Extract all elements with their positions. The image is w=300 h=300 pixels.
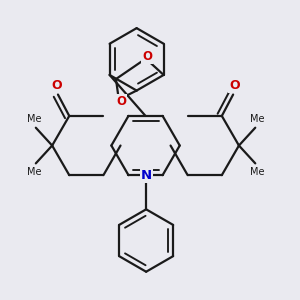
Text: Me: Me bbox=[27, 167, 42, 177]
Text: N: N bbox=[141, 169, 152, 182]
Text: Me: Me bbox=[250, 114, 264, 124]
Text: O: O bbox=[142, 50, 152, 63]
Text: Me: Me bbox=[250, 167, 264, 177]
Text: O: O bbox=[229, 79, 240, 92]
Text: O: O bbox=[51, 79, 62, 92]
Text: O: O bbox=[116, 95, 126, 108]
Text: Me: Me bbox=[27, 114, 42, 124]
